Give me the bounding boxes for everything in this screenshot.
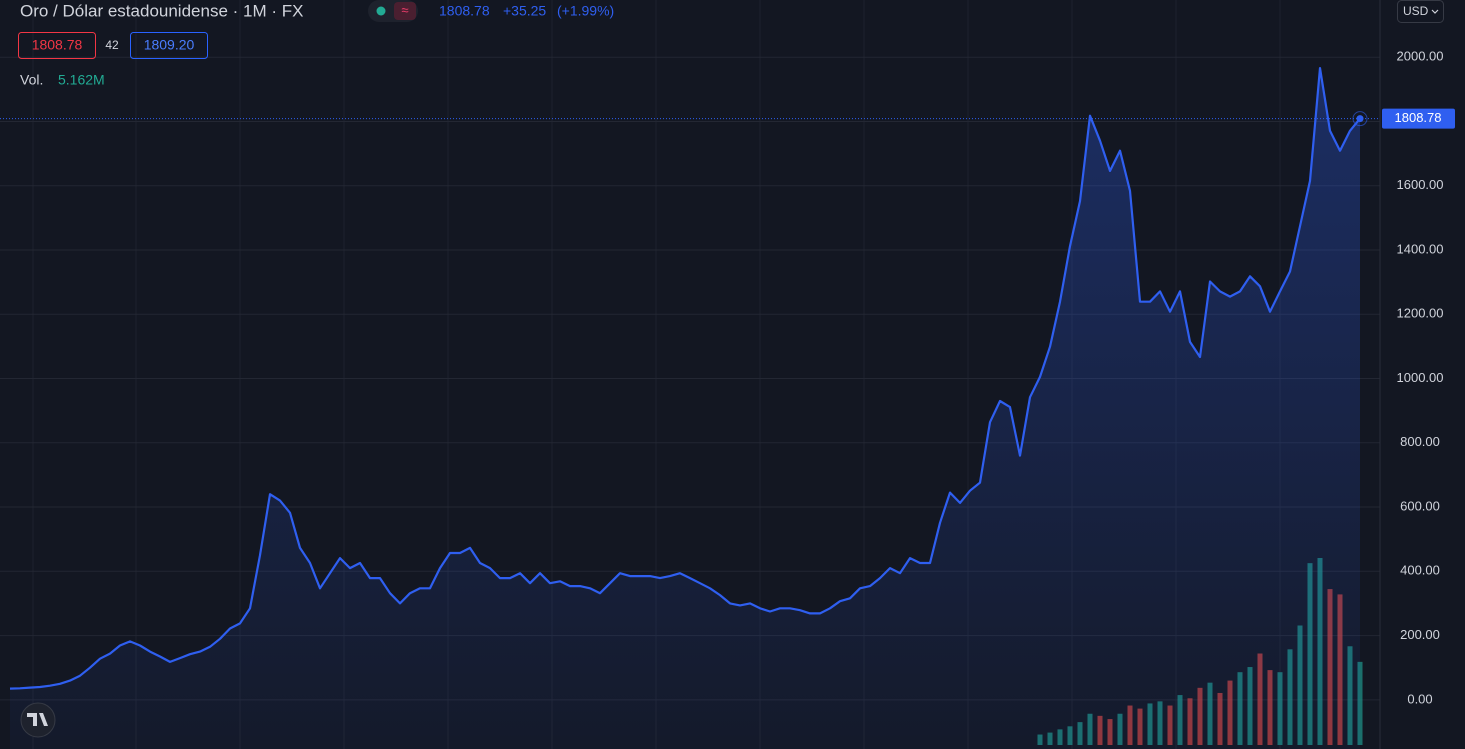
- price-area: [10, 68, 1360, 749]
- y-tick-label: 1400.00: [1397, 241, 1444, 256]
- last-price-tag: [1382, 108, 1455, 129]
- y-tick-label: 2000.00: [1397, 49, 1444, 64]
- last-price-halo: [1352, 111, 1368, 127]
- delay-badge: [394, 2, 416, 20]
- y-tick-label: 0.00: [1407, 691, 1432, 706]
- last-price-dot: [1356, 115, 1364, 123]
- volume-title: Vol.: [20, 72, 43, 88]
- y-tick-label: 200.00: [1400, 627, 1440, 642]
- y-tick-label: 1600.00: [1397, 177, 1444, 192]
- y-tick-label: 1200.00: [1397, 306, 1444, 321]
- logo[interactable]: [20, 702, 56, 738]
- logo-mark[interactable]: [27, 713, 48, 726]
- currency-button[interactable]: [1397, 0, 1444, 23]
- price-change: +35.25: [503, 3, 546, 19]
- market-open-dot: [376, 6, 386, 16]
- price-change-pct: (+1.99%): [557, 3, 614, 19]
- buy-button[interactable]: [130, 32, 208, 59]
- sell-price[interactable]: 1808.78: [32, 37, 83, 53]
- symbol-title: Oro / Dólar estadounidense · 1M · FX: [20, 1, 303, 20]
- last-price-tag-label: 1808.78: [1395, 110, 1442, 125]
- sell-button[interactable]: [18, 32, 96, 59]
- last-price: 1808.78: [439, 3, 490, 19]
- y-tick-label: 800.00: [1400, 434, 1440, 449]
- y-tick-label: 400.00: [1400, 563, 1440, 578]
- currency-label[interactable]: USD: [1403, 4, 1429, 18]
- spread: 42: [105, 38, 119, 52]
- currency-caret[interactable]: [1431, 9, 1439, 14]
- delay-icon: ≈: [401, 2, 408, 17]
- price-line: [9, 67, 1361, 690]
- buy-price[interactable]: 1809.20: [144, 37, 195, 53]
- volume-value: 5.162M: [58, 72, 105, 88]
- y-tick-label: 1000.00: [1397, 370, 1444, 385]
- y-tick-label: 600.00: [1400, 498, 1440, 513]
